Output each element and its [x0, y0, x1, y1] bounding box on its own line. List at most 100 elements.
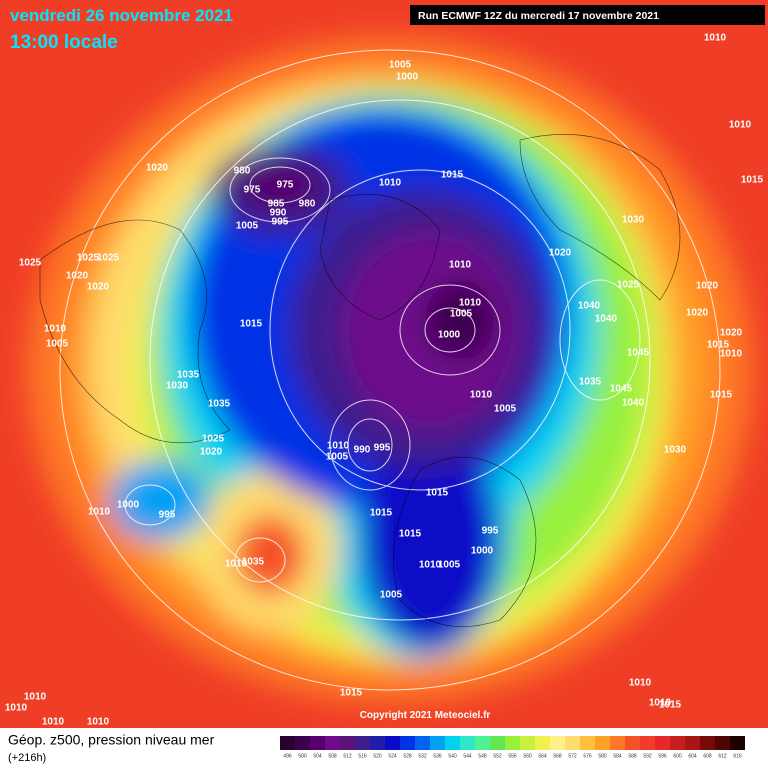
colorbar-cell	[730, 736, 745, 750]
pressure-label: 1000	[396, 72, 419, 83]
pressure-label: 1010	[629, 678, 652, 689]
pressure-label: 1025	[77, 253, 100, 264]
pressure-label: 1015	[441, 170, 464, 181]
colorbar-cell	[520, 736, 535, 750]
colorbar-cell	[430, 736, 445, 750]
pressure-label: 1035	[579, 377, 602, 388]
pressure-label: 1025	[19, 258, 42, 269]
pressure-label: 1010	[88, 507, 111, 518]
pressure-label: 1025	[97, 253, 120, 264]
pressure-label: 1010	[225, 559, 248, 570]
pressure-label: 1005	[494, 404, 517, 415]
colorbar-cell	[340, 736, 355, 750]
colorbar-tick: 596	[658, 753, 667, 759]
colorbar-cell	[640, 736, 655, 750]
pressure-label: 1005	[326, 452, 349, 463]
pressure-label: 985	[268, 199, 285, 210]
pressure-label: 1010	[44, 324, 67, 335]
colorbar-tick: 588	[628, 753, 637, 759]
pressure-label: 1010	[42, 717, 65, 728]
colorbar-tick: 512	[343, 753, 352, 759]
field	[0, 0, 768, 728]
colorbar-cell	[565, 736, 580, 750]
colorbar-cell	[355, 736, 370, 750]
colorbar-tick: 504	[313, 753, 322, 759]
colorbar-cell	[625, 736, 640, 750]
legend: Géop. z500, pression niveau mer (+216h) …	[8, 732, 745, 764]
copyright: Copyright 2021 Meteociel.fr	[360, 710, 491, 721]
pressure-label: 1020	[146, 163, 169, 174]
pressure-label: 1030	[622, 215, 645, 226]
pressure-label: 1020	[720, 328, 743, 339]
run-info: Run ECMWF 12Z du mercredi 17 novembre 20…	[418, 10, 659, 22]
pressure-label: 1015	[340, 688, 363, 699]
colorbar-tick: 608	[703, 753, 712, 759]
pressure-label: 995	[272, 217, 289, 228]
pressure-label: 1020	[549, 248, 572, 259]
pressure-label: 1035	[242, 557, 265, 568]
pressure-label: 1010	[729, 120, 752, 131]
pressure-label: 1020	[200, 447, 223, 458]
colorbar-tick: 580	[598, 753, 607, 759]
colorbar-cell	[415, 736, 430, 750]
colorbar-tick: 500	[298, 753, 307, 759]
colorbar-cell	[700, 736, 715, 750]
pressure-label: 1000	[117, 500, 140, 511]
pressure-label: 1020	[87, 282, 110, 293]
pressure-label: 1010	[419, 560, 442, 571]
colorbar-cell	[610, 736, 625, 750]
colorbar-cell	[550, 736, 565, 750]
pressure-label: 1035	[208, 399, 231, 410]
pressure-label: 1010	[24, 692, 47, 703]
pressure-label: 1010	[459, 298, 482, 309]
colorbar-tick: 564	[538, 753, 547, 759]
pressure-label: 1010	[87, 717, 110, 728]
colorbar-cell	[505, 736, 520, 750]
colorbar-cell	[670, 736, 685, 750]
colorbar-cell	[715, 736, 730, 750]
colorbar-tick: 612	[718, 753, 727, 759]
colorbar-cell	[490, 736, 505, 750]
colorbar-tick: 600	[673, 753, 682, 759]
isobars	[59, 49, 721, 691]
colorbar-cell	[475, 736, 490, 750]
pressure-label: 1015	[370, 508, 393, 519]
colorbar-cell	[400, 736, 415, 750]
pressure-label: 1010	[379, 178, 402, 189]
pressure-label: 1015	[707, 340, 730, 351]
pressure-label: 995	[482, 526, 499, 537]
pressure-label: 1010	[720, 349, 743, 360]
pressure-label: 980	[299, 199, 316, 210]
pressure-label: 1010	[470, 390, 493, 401]
colorbar-cell	[535, 736, 550, 750]
colorbar-tick: 528	[403, 753, 412, 759]
pressure-label: 1015	[710, 390, 733, 401]
pressure-label: 1040	[578, 301, 601, 312]
pressure-label: 1035	[177, 370, 200, 381]
pressure-label: 1020	[696, 281, 719, 292]
pressure-label: 1010	[5, 703, 28, 714]
pressure-label: 990	[354, 445, 371, 456]
coastlines	[39, 134, 681, 627]
colorbar-cell	[310, 736, 325, 750]
colorbar-cell	[385, 736, 400, 750]
pressure-label: 1015	[426, 488, 449, 499]
colorbar-tick: 592	[643, 753, 652, 759]
pressure-label: 1015	[399, 529, 422, 540]
colorbar-tick: 560	[523, 753, 532, 759]
colorbar-tick: 540	[448, 753, 457, 759]
pressure-label: 1005	[438, 560, 461, 571]
date: vendredi 26 novembre 2021	[10, 6, 233, 25]
pressure-label: 1005	[380, 590, 403, 601]
colorbar-tick: 544	[463, 753, 472, 759]
colorbar-tick: 616	[733, 753, 742, 759]
pressure-label: 1010	[649, 698, 672, 709]
pressure-label: 995	[159, 510, 176, 521]
colorbar-tick: 552	[493, 753, 502, 759]
colorbar-tick: 524	[388, 753, 397, 759]
pressure-label: 1015	[659, 700, 682, 711]
colorbar-tick: 576	[583, 753, 592, 759]
pressure-label: 1045	[627, 348, 650, 359]
pressure-label: 1040	[622, 398, 645, 409]
